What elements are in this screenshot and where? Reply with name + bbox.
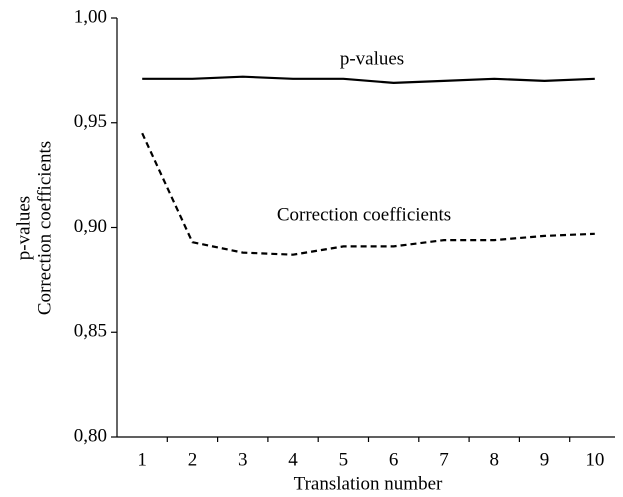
y-axis-label: p-values xyxy=(13,196,34,260)
y-tick-label: 1,00 xyxy=(74,6,107,27)
y-tick-label: 0,80 xyxy=(74,425,107,446)
series-line xyxy=(142,75,595,85)
x-tick-label: 2 xyxy=(188,449,198,470)
y-axis-label: Correction coefficients xyxy=(34,141,55,315)
x-tick-label: 8 xyxy=(490,449,500,470)
x-tick-label: 7 xyxy=(439,449,449,470)
y-tick-label: 0,95 xyxy=(74,111,107,132)
y-tick-label: 0,90 xyxy=(74,216,107,237)
y-tick-label: 0,85 xyxy=(74,321,107,342)
x-tick-label: 1 xyxy=(137,449,147,470)
series-line xyxy=(141,132,595,256)
x-tick-label: 3 xyxy=(238,449,248,470)
x-tick-label: 5 xyxy=(339,449,349,470)
x-tick-label: 9 xyxy=(540,449,550,470)
x-tick-label: 4 xyxy=(288,449,298,470)
x-tick-label: 6 xyxy=(389,449,399,470)
x-axis-label: Translation number xyxy=(294,473,443,494)
x-tick-label: 10 xyxy=(585,449,604,470)
series-label: Correction coefficients xyxy=(277,204,451,225)
series-label: p-values xyxy=(340,48,404,69)
